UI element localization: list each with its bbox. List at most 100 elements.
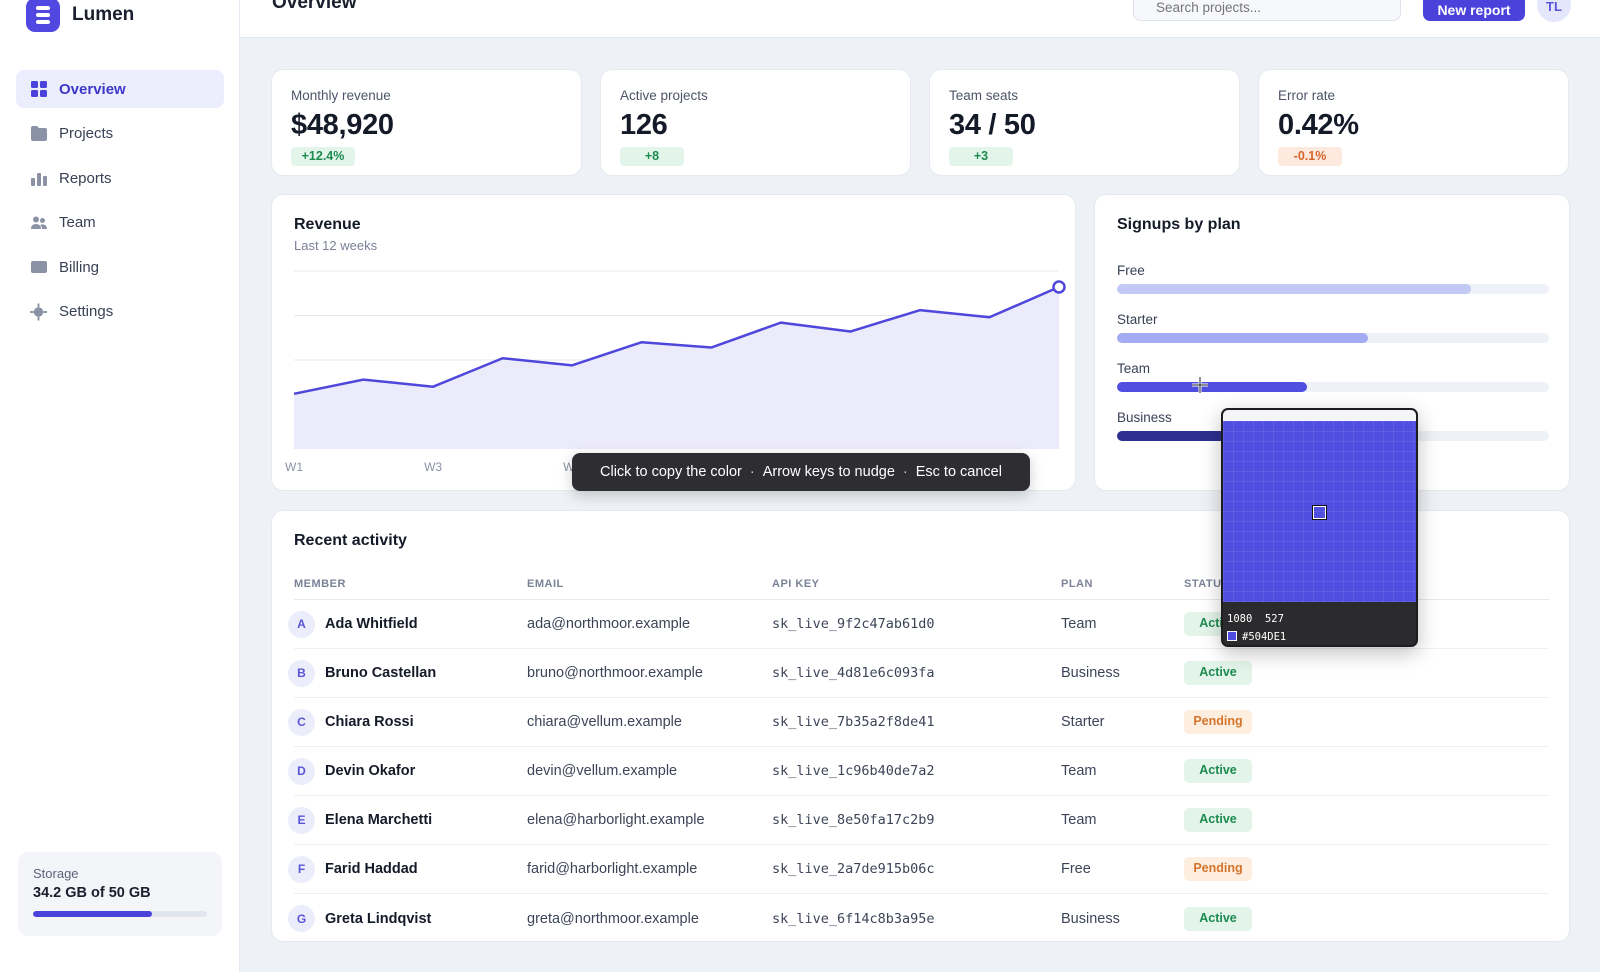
table-row[interactable]: G Greta Lindqvist greta@northmoor.example s… xyxy=(288,894,1549,943)
column-header-plan[interactable]: PLAN xyxy=(1061,577,1093,590)
magnifier-zoom-area xyxy=(1223,421,1416,602)
activity-table: MEMBER EMAIL API KEY PLAN STATUS A Ada Wh… xyxy=(288,568,1549,943)
plan-cell: Business xyxy=(1061,665,1120,681)
sidebar-item-label: Projects xyxy=(59,125,114,143)
plan-bar-track xyxy=(1117,382,1549,392)
kpi-label: Error rate xyxy=(1278,88,1336,103)
signups-title: Signups by plan xyxy=(1117,216,1241,233)
status-cell: Active xyxy=(1184,661,1384,685)
plan-cell: Team xyxy=(1061,763,1097,779)
member-name: Farid Haddad xyxy=(325,861,418,877)
member-initial-avatar: B xyxy=(288,659,315,687)
sidebar-item-reports[interactable]: Reports xyxy=(16,159,224,197)
plan-name: Starter xyxy=(1117,312,1158,327)
kpi-value: 34 / 50 xyxy=(949,109,1036,141)
plan-bar-starter xyxy=(1117,333,1368,343)
search-input[interactable] xyxy=(1133,0,1401,21)
storage-progress-fill xyxy=(33,911,153,917)
picker-info: 1080 527 #504DE1 xyxy=(1223,602,1416,645)
table-row[interactable]: E Elena Marchetti elena@harborlight.exampl… xyxy=(288,796,1549,845)
activity-title: Recent activity xyxy=(294,532,407,549)
brand-name: Lumen xyxy=(72,4,135,25)
chart-x-tick-label: W1 xyxy=(285,460,303,474)
hint-nudge: Arrow keys to nudge xyxy=(762,464,895,480)
member-cell: E Elena Marchetti xyxy=(288,806,527,834)
member-name: Bruno Castellan xyxy=(325,665,437,681)
api-key-cell: sk_live_4d81e6c093fa xyxy=(772,665,935,681)
member-cell: C Chiara Rossi xyxy=(288,708,527,736)
email-cell: ada@northmoor.example xyxy=(527,616,691,632)
member-initial-avatar: F xyxy=(288,855,315,883)
plan-cell: Business xyxy=(1061,910,1120,927)
kpi-delta-badge: +8 xyxy=(620,147,684,166)
sidebar-item-projects[interactable]: Projects xyxy=(16,115,224,153)
member-initial-avatar: C xyxy=(288,708,315,736)
lumen-logo-icon xyxy=(26,0,60,32)
table-row[interactable]: F Farid Haddad farid@harborlight.example sk… xyxy=(288,845,1549,894)
users-icon xyxy=(30,214,47,231)
table-row[interactable]: C Chiara Rossi chiara@vellum.example sk_liv… xyxy=(288,698,1549,747)
kpi-value: 126 xyxy=(620,109,668,141)
kpi-label: Monthly revenue xyxy=(291,88,391,103)
member-initial-avatar: D xyxy=(288,757,315,785)
column-header-email[interactable]: EMAIL xyxy=(527,577,564,590)
new-report-button[interactable]: New report xyxy=(1423,0,1525,21)
member-cell: F Farid Haddad xyxy=(288,855,527,883)
status-cell: Pending xyxy=(1184,710,1384,734)
kpi-delta-badge: +3 xyxy=(949,147,1013,166)
email-cell: chiara@vellum.example xyxy=(527,714,682,730)
picker-hex: #504DE1 xyxy=(1242,631,1287,643)
brand[interactable]: Lumen xyxy=(26,0,134,36)
sidebar-item-team[interactable]: Team xyxy=(16,204,224,242)
table-row[interactable]: B Bruno Castellan bruno@northmoor.example s… xyxy=(288,649,1549,698)
storage-label: Storage xyxy=(33,866,79,881)
storage-progress-bar xyxy=(33,911,207,917)
user-avatar[interactable]: TL xyxy=(1537,0,1571,22)
member-name: Greta Lindqvist xyxy=(325,910,432,927)
sidebar-item-billing[interactable]: Billing xyxy=(16,248,224,286)
email-cell: greta@northmoor.example xyxy=(527,910,699,927)
color-picker-magnifier[interactable]: 1080 527 #504DE1 xyxy=(1221,408,1418,647)
member-name: Devin Okafor xyxy=(325,763,416,779)
member-name: Chiara Rossi xyxy=(325,714,414,730)
status-cell: Pending xyxy=(1184,857,1384,881)
kpi-card-team-seats: Team seats 34 / 50 +3 xyxy=(929,69,1240,176)
table-header: MEMBER EMAIL API KEY PLAN STATUS xyxy=(294,568,1549,600)
sidebar-item-settings[interactable]: Settings xyxy=(16,293,224,331)
plan-cell: Team xyxy=(1061,616,1097,632)
hint-separator: · xyxy=(902,464,908,480)
member-cell: B Bruno Castellan xyxy=(288,659,527,687)
column-header-api-key[interactable]: API KEY xyxy=(772,577,820,590)
column-header-status[interactable]: STATUS xyxy=(1184,577,1230,590)
status-cell: Active xyxy=(1184,759,1384,783)
sidebar-item-label: Reports xyxy=(59,169,112,187)
member-initial-avatar: A xyxy=(288,610,315,638)
sidebar-nav: Overview Projects Reports Team xyxy=(16,70,224,338)
hint-separator: · xyxy=(749,464,755,480)
bar-chart-icon xyxy=(30,170,47,187)
sidebar-item-overview[interactable]: Overview xyxy=(16,70,224,108)
sidebar-item-label: Overview xyxy=(59,80,126,98)
table-row[interactable]: A Ada Whitfield ada@northmoor.example sk_li… xyxy=(288,600,1549,649)
table-row[interactable]: D Devin Okafor devin@vellum.example sk_live… xyxy=(288,747,1549,796)
column-header-member[interactable]: MEMBER xyxy=(294,577,346,590)
chart-last-point xyxy=(1052,280,1066,294)
kpi-card-monthly-revenue: Monthly revenue $48,920 +12.4% xyxy=(271,69,582,176)
plan-bar-track xyxy=(1117,284,1549,294)
member-cell: G Greta Lindqvist xyxy=(288,905,527,932)
revenue-title: Revenue xyxy=(294,216,361,233)
plan-bar-free xyxy=(1117,284,1472,294)
status-badge: Active xyxy=(1184,906,1252,931)
member-initial-avatar: G xyxy=(288,905,315,932)
plan-cell: Starter xyxy=(1061,714,1105,730)
page-title: Overview xyxy=(272,0,357,13)
storage-value: 34.2 GB of 50 GB xyxy=(33,885,151,901)
plan-row-free: Free xyxy=(1117,263,1549,294)
plan-name: Business xyxy=(1117,410,1172,425)
api-key-cell: sk_live_6f14c8b3a95e xyxy=(772,910,935,927)
kpi-delta-badge: +12.4% xyxy=(291,147,355,166)
chart-series-line xyxy=(293,285,1060,396)
card-icon xyxy=(30,259,47,276)
plan-cell: Free xyxy=(1061,861,1091,877)
